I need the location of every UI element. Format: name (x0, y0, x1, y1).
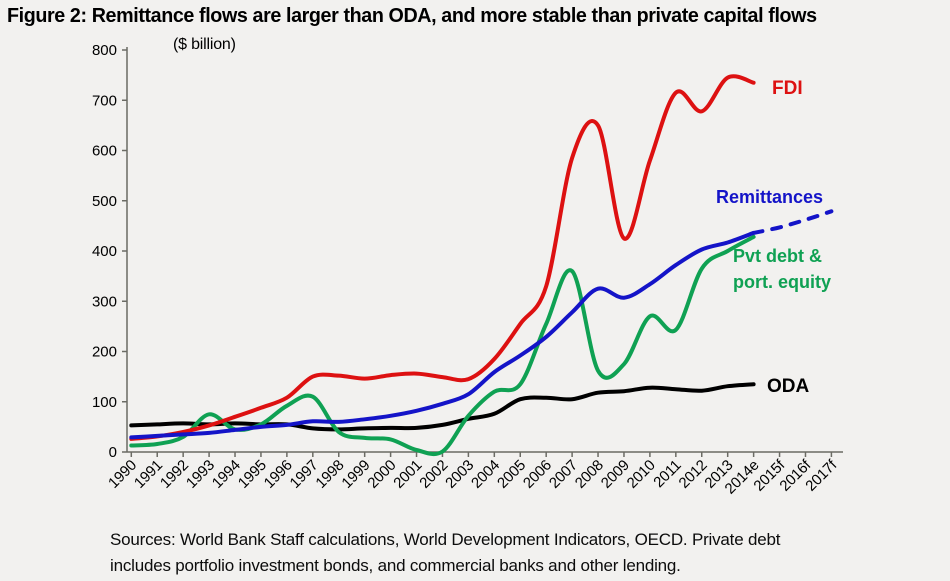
x-tick-label: 2012 (676, 457, 711, 492)
pvt-debt-label-line1: Pvt debt & (733, 246, 822, 266)
x-tick-label: 1994 (209, 457, 244, 492)
remittances-line (129, 230, 756, 440)
y-tick-label: 100 (92, 394, 117, 411)
figure-title: Figure 2: Remittance flows are larger th… (7, 5, 817, 27)
y-tick-label: 600 (92, 143, 117, 160)
x-tick-label: 2009 (598, 457, 633, 492)
pvt-debt-label-line2: port. equity (733, 272, 831, 292)
y-tick-label: 400 (92, 243, 117, 260)
oda-label: ODA (767, 376, 810, 397)
source-note-line-1: Sources: World Bank Staff calculations, … (110, 530, 781, 549)
x-tick-label: 2003 (442, 457, 477, 492)
x-tick-label: 2011 (650, 457, 684, 491)
x-tick-label: 2008 (572, 457, 607, 492)
axis-units-label: ($ billion) (173, 36, 236, 53)
source-note: Sources: World Bank Staff calculations, … (110, 527, 940, 579)
x-tick-label: 2010 (624, 457, 659, 492)
x-tick-label: 1999 (338, 457, 373, 492)
x-tick-label: 1992 (157, 457, 192, 492)
fdi-label: FDI (772, 78, 803, 99)
x-tick-label: 2006 (520, 457, 555, 492)
y-tick-label: 300 (92, 293, 117, 310)
x-tick-label: 1995 (235, 457, 270, 492)
x-tick-label: 1993 (183, 457, 218, 492)
remittances-label: Remittances (716, 187, 823, 207)
x-tick-label: 1997 (287, 457, 322, 492)
x-tick-label: 2005 (494, 457, 529, 492)
y-tick-label: 500 (92, 193, 117, 210)
x-tick-label: 1996 (261, 457, 296, 492)
remittances-forecast-line (751, 209, 834, 235)
x-tick-label: 2000 (364, 457, 399, 492)
source-note-line-2: includes portfolio investment bonds, and… (110, 556, 681, 575)
y-tick-label: 700 (92, 92, 117, 109)
x-tick-label: 2007 (546, 457, 581, 492)
y-tick-label: 200 (92, 344, 117, 361)
x-tick-label: 1990 (105, 457, 140, 492)
x-tick-label: 1998 (312, 457, 347, 492)
x-tick-label: 2001 (390, 457, 425, 492)
x-tick-label: 2002 (416, 457, 451, 492)
fdi-line (129, 74, 756, 441)
x-tick-label: 2004 (468, 457, 503, 492)
x-tick-label: 1991 (131, 457, 166, 492)
y-tick-label: 800 (92, 42, 117, 59)
oda-line (129, 382, 756, 432)
x-tick-label: 2017f (802, 456, 841, 495)
y-tick-label: 0 (109, 444, 117, 461)
